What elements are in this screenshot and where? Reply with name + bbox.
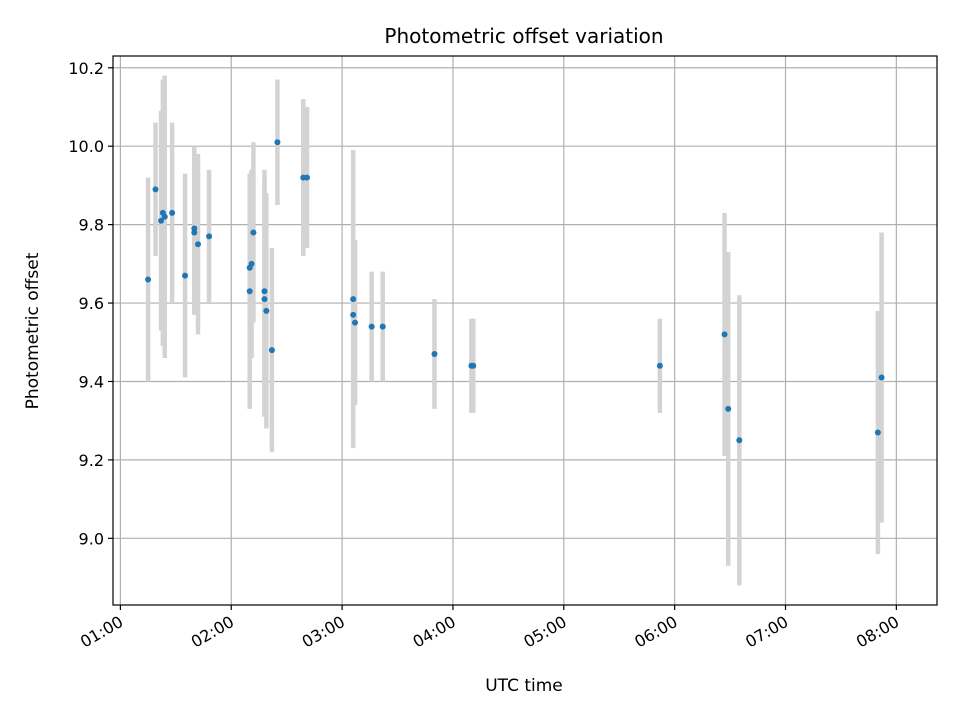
data-point	[248, 260, 255, 267]
data-point	[169, 209, 176, 216]
data-point	[206, 233, 213, 240]
chart-title: Photometric offset variation	[384, 24, 663, 48]
y-tick-label: 9.0	[79, 529, 104, 548]
x-tick-label: 06:00	[631, 612, 680, 652]
x-tick-label: 08:00	[853, 612, 902, 652]
y-tick-label: 9.2	[79, 451, 104, 470]
y-axis-ticks: 9.0 9.2 9.4 9.6 9.8 10.0 10.2	[68, 59, 113, 548]
data-point	[303, 174, 310, 181]
x-tick-label: 07:00	[742, 612, 791, 652]
data-point	[268, 347, 275, 354]
y-tick-label: 9.4	[79, 372, 104, 391]
data-point	[274, 139, 281, 146]
error-bars	[145, 75, 884, 586]
x-axis-ticks: 01:00 02:00 03:00 04:00 05:00 06:00 07:00 08:00	[77, 605, 902, 652]
data-point	[145, 276, 152, 283]
y-tick-label: 10.0	[68, 137, 104, 156]
y-axis-label: Photometric offset	[23, 252, 43, 409]
data-point	[352, 319, 359, 326]
data-point	[161, 213, 168, 220]
data-point	[736, 437, 743, 444]
data-point	[246, 288, 253, 295]
data-point	[152, 186, 159, 193]
plot-frame	[112, 55, 938, 606]
data-point	[721, 331, 728, 338]
data-point	[263, 307, 270, 314]
y-tick-label: 9.8	[79, 216, 104, 235]
data-point	[250, 229, 257, 236]
data-point	[261, 296, 268, 303]
x-tick-label: 03:00	[299, 612, 348, 652]
data-point	[158, 217, 165, 224]
data-point	[261, 288, 268, 295]
x-axis-label: UTC time	[485, 676, 563, 696]
data-point	[431, 351, 438, 358]
data-point	[350, 311, 357, 318]
x-tick-label: 04:00	[410, 612, 459, 652]
x-tick-label: 05:00	[520, 612, 569, 652]
data-point	[725, 405, 732, 412]
data-point	[194, 241, 201, 248]
data-point	[350, 296, 357, 303]
data-point	[379, 323, 386, 330]
data-points	[145, 139, 885, 444]
data-point	[368, 323, 375, 330]
x-tick-label: 01:00	[77, 612, 126, 652]
data-point	[874, 429, 881, 436]
data-point	[182, 272, 189, 279]
data-point	[878, 374, 885, 381]
data-point	[656, 362, 663, 369]
data-point	[191, 229, 198, 236]
grid	[113, 56, 937, 605]
data-point	[470, 362, 477, 369]
y-tick-label: 9.6	[79, 294, 104, 313]
y-tick-label: 10.2	[68, 59, 104, 78]
x-tick-label: 02:00	[188, 612, 237, 652]
